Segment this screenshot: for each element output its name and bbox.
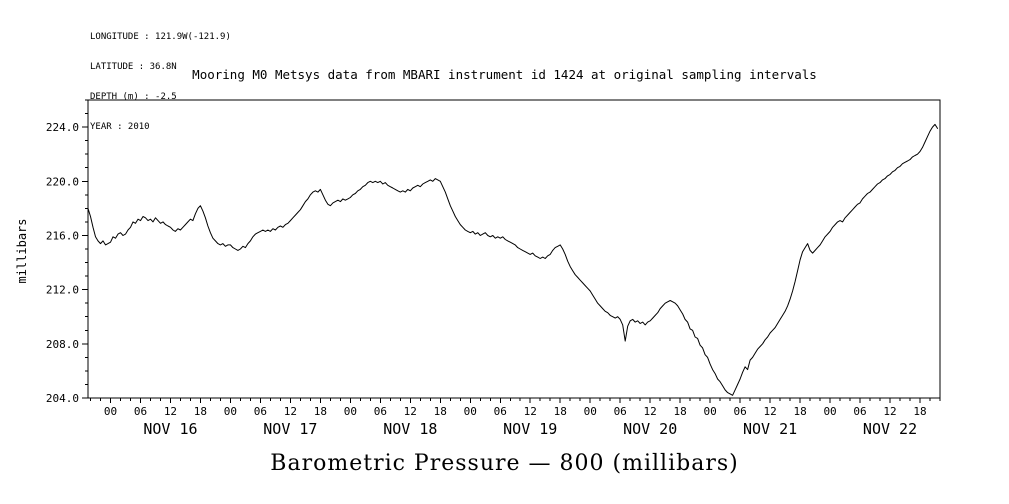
x-tick-label: 12 [404,405,417,418]
x-tick-label: 00 [344,405,357,418]
x-tick-label: 06 [134,405,147,418]
y-tick-label: 224.0 [46,121,79,134]
plot-frame [87,99,941,399]
x-axis: 00 06 12 18 00 06 12 18 00 06 12 18 00 06 12 18 00 06 12 18… [104,398,927,418]
metadata-block: LONGITUDE : 121.9W(-121.9) LATITUDE : 36… [90,12,231,152]
y-axis: 204.0 208.0 212.0 216.0 220.0 224.0 [46,121,88,405]
y-tick-label: 208.0 [46,338,79,351]
x-tick-label: 00 [823,405,836,418]
x-tick-label: 18 [674,405,687,418]
x-tick-label: 00 [464,405,477,418]
day-label: NOV 19 [503,420,557,438]
x-tick-label: 00 [584,405,597,418]
x-tick-label: 00 [224,405,237,418]
x-tick-label: 06 [733,405,746,418]
x-tick-label: 18 [194,405,207,418]
x-tick-label: 06 [494,405,507,418]
y-axis-minor-ticks [85,99,88,385]
x-tick-label: 00 [704,405,717,418]
day-label: NOV 21 [743,420,797,438]
y-tick-label: 212.0 [46,284,79,297]
metadata-line-latitude: LATITUDE : 36.8N [90,62,177,72]
pressure-data-line [87,123,938,396]
x-tick-label: 12 [644,405,657,418]
day-label: NOV 18 [383,420,437,438]
x-tick-label: 06 [853,405,866,418]
metadata-line-year: YEAR : 2010 [90,122,150,132]
day-label: NOV 16 [143,420,197,438]
y-tick-label: 216.0 [46,229,79,242]
chart-title: Mooring M0 Metsys data from MBARI instru… [192,67,817,82]
x-tick-label: 06 [374,405,387,418]
x-axis-minor-ticks [89,398,941,401]
x-tick-label: 18 [434,405,447,418]
x-tick-label: 06 [254,405,267,418]
x-tick-label: 18 [314,405,327,418]
day-label: NOV 20 [623,420,677,438]
day-label: NOV 17 [263,420,317,438]
x-tick-label: 06 [614,405,627,418]
x-tick-label: 12 [883,405,896,418]
x-axis-day-labels: NOV 16 NOV 17 NOV 18 NOV 19 NOV 20 NOV 21 NOV … [143,420,917,438]
x-axis-title: Barometric Pressure — 800 (millibars) [270,451,739,476]
day-label: NOV 22 [863,420,917,438]
x-tick-label: 12 [763,405,776,418]
metadata-line-longitude: LONGITUDE : 121.9W(-121.9) [90,32,231,42]
x-tick-label: 12 [164,405,177,418]
y-tick-label: 220.0 [46,175,79,188]
x-tick-label: 00 [104,405,117,418]
x-tick-label: 18 [554,405,567,418]
metadata-line-depth: DEPTH (m) : -2.5 [90,92,177,102]
x-tick-label: 12 [524,405,537,418]
x-tick-label: 18 [913,405,926,418]
x-tick-label: 12 [284,405,297,418]
x-tick-label: 18 [793,405,806,418]
y-tick-label: 204.0 [46,392,79,405]
